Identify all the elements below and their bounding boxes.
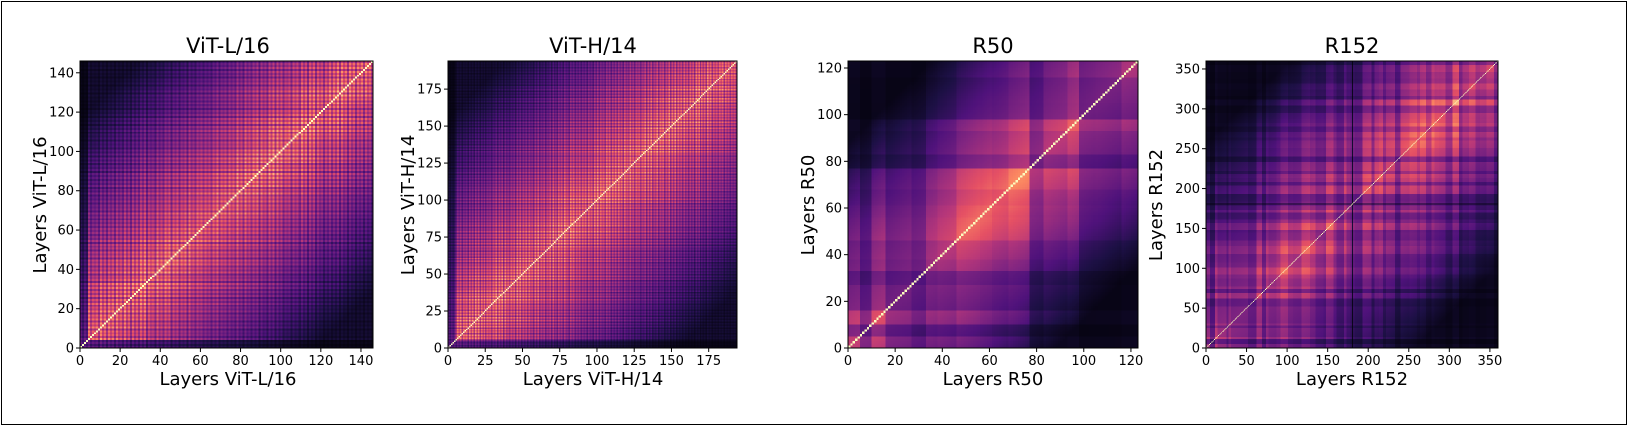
x-tick-label: 140 xyxy=(349,354,374,369)
y-axis-label: Layers R50 xyxy=(798,155,819,256)
x-tick-label: 80 xyxy=(232,354,249,369)
chart-title: ViT-H/14 xyxy=(549,34,637,58)
x-axis-label: Layers R152 xyxy=(1296,369,1408,390)
y-tick-label: 0 xyxy=(66,342,74,357)
y-tick-label: 120 xyxy=(817,62,842,77)
x-tick-label: 150 xyxy=(1315,354,1340,369)
chart-title: R50 xyxy=(972,34,1013,58)
y-axis-label: Layers R152 xyxy=(1146,149,1167,261)
y-tick-label: 60 xyxy=(57,224,74,239)
y-tick-label: 120 xyxy=(49,106,74,121)
plot-border xyxy=(79,60,374,349)
y-tick-label: 40 xyxy=(57,263,74,278)
x-tick-label: 100 xyxy=(585,354,610,369)
y-axis-label: Layers ViT-H/14 xyxy=(398,135,419,276)
y-tick-label: 0 xyxy=(434,342,442,357)
plot-border xyxy=(1205,60,1499,349)
heatmap-image xyxy=(448,61,737,348)
heatmap-panel-vit-l16: ViT-L/16 0 20 40 60 80 100 120 140 0 20 40 60 80 100 1… xyxy=(30,0,380,427)
x-tick-label: 40 xyxy=(152,354,169,369)
y-tick-label: 75 xyxy=(425,231,442,246)
heatmap-image xyxy=(80,61,373,348)
x-tick-label: 0 xyxy=(844,354,852,369)
heatmap-image xyxy=(1206,61,1498,348)
y-tick-label: 60 xyxy=(825,202,842,217)
y-tick-label: 100 xyxy=(49,145,74,160)
x-tick-label: 120 xyxy=(1119,354,1144,369)
x-tick-label: 60 xyxy=(981,354,998,369)
y-tick-label: 250 xyxy=(1175,142,1200,157)
y-tick-label: 0 xyxy=(1192,342,1200,357)
y-tick-label: 25 xyxy=(425,305,442,320)
y-tick-label: 50 xyxy=(425,268,442,283)
y-tick-label: 20 xyxy=(825,295,842,310)
x-tick-label: 25 xyxy=(477,354,494,369)
x-tick-label: 0 xyxy=(444,354,452,369)
chart-title: R152 xyxy=(1325,34,1380,58)
y-tick-label: 150 xyxy=(417,120,442,135)
x-tick-label: 175 xyxy=(696,354,721,369)
x-tick-label: 50 xyxy=(1238,354,1255,369)
x-tick-label: 300 xyxy=(1437,354,1462,369)
x-tick-label: 80 xyxy=(1028,354,1045,369)
x-axis-label: Layers ViT-H/14 xyxy=(523,369,664,390)
y-tick-label: 175 xyxy=(417,83,442,98)
y-tick-label: 350 xyxy=(1175,62,1200,77)
y-tick-label: 125 xyxy=(417,157,442,172)
y-axis-label: Layers ViT-L/16 xyxy=(30,136,51,273)
y-tick-label: 0 xyxy=(834,342,842,357)
x-tick-label: 0 xyxy=(1202,354,1210,369)
y-tick-label: 50 xyxy=(1183,302,1200,317)
x-tick-label: 350 xyxy=(1477,354,1502,369)
plot-border xyxy=(447,60,738,349)
plot-border xyxy=(847,60,1139,349)
y-tick-label: 300 xyxy=(1175,102,1200,117)
y-tick-label: 150 xyxy=(1175,222,1200,237)
y-tick-label: 200 xyxy=(1175,182,1200,197)
x-tick-label: 50 xyxy=(514,354,531,369)
y-tick-label: 100 xyxy=(417,194,442,209)
heatmap-panel-vit-h14: ViT-H/14 0 25 50 75 100 125 150 175 0 25 50 75 100 12… xyxy=(398,0,748,427)
chart-title: ViT-L/16 xyxy=(186,34,270,58)
heatmap-image xyxy=(848,61,1138,348)
heatmap-panel-r50: R50 0 20 40 60 80 100 120 0 20 40 60 80 100 120 Layer… xyxy=(798,0,1148,427)
x-tick-label: 100 xyxy=(1275,354,1300,369)
x-tick-label: 100 xyxy=(1071,354,1096,369)
y-tick-label: 100 xyxy=(817,108,842,123)
y-tick-label: 100 xyxy=(1175,262,1200,277)
y-tick-label: 140 xyxy=(49,66,74,81)
y-tick-label: 80 xyxy=(57,184,74,199)
x-axis-label: Layers R50 xyxy=(943,369,1044,390)
x-tick-label: 250 xyxy=(1396,354,1421,369)
x-tick-label: 20 xyxy=(112,354,129,369)
x-tick-label: 0 xyxy=(76,354,84,369)
heatmap-panel-r152: R152 0 50 100 150 200 250 300 350 0 50 100 150 200 25… xyxy=(1146,0,1506,427)
x-tick-label: 75 xyxy=(551,354,568,369)
x-tick-label: 125 xyxy=(622,354,647,369)
x-tick-label: 200 xyxy=(1356,354,1381,369)
x-tick-label: 100 xyxy=(268,354,293,369)
x-tick-label: 150 xyxy=(659,354,684,369)
x-tick-label: 120 xyxy=(308,354,333,369)
x-tick-label: 60 xyxy=(192,354,209,369)
y-tick-label: 20 xyxy=(57,302,74,317)
y-tick-label: 40 xyxy=(825,248,842,263)
x-axis-label: Layers ViT-L/16 xyxy=(159,369,296,390)
y-tick-label: 80 xyxy=(825,155,842,170)
x-tick-label: 20 xyxy=(887,354,904,369)
x-tick-label: 40 xyxy=(934,354,951,369)
